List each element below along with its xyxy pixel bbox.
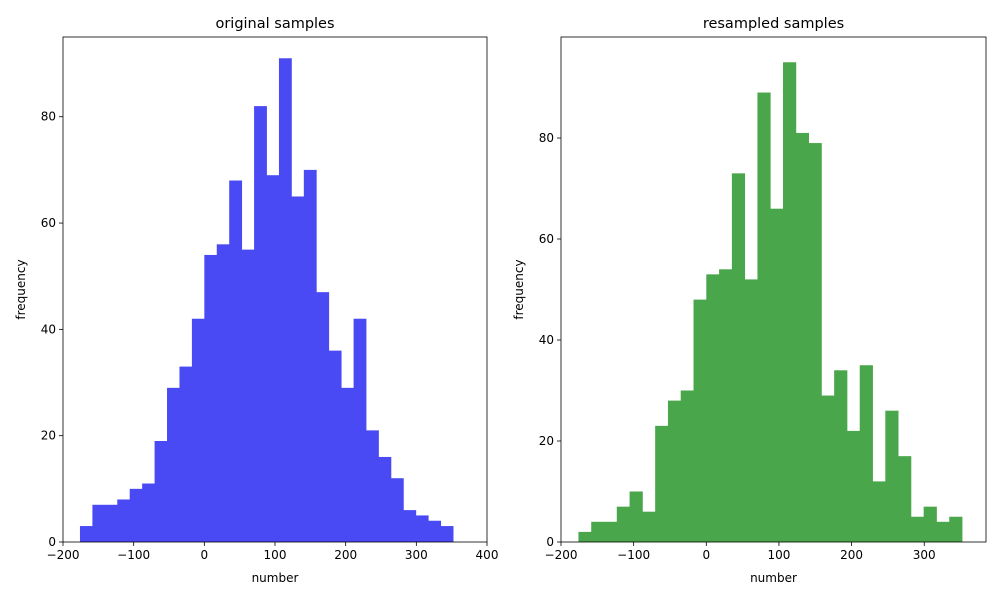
x-tick-label: 100 xyxy=(767,548,790,562)
x-tick-label: −200 xyxy=(545,548,578,562)
histogram-bar xyxy=(142,483,155,542)
histogram-bar xyxy=(680,390,694,542)
axes-frame xyxy=(560,36,987,543)
histogram-resampled: −200 −100 0 100 200 300 0 20 40 60 80 resampled sam… xyxy=(512,16,987,585)
histogram-bar xyxy=(719,269,733,542)
histogram-bar xyxy=(403,510,417,542)
chart-title: original samples xyxy=(215,16,334,32)
histogram-bar xyxy=(859,365,873,542)
histogram-bar xyxy=(366,430,379,542)
x-tick-label: 0 xyxy=(201,548,209,562)
histogram-bar xyxy=(428,520,442,542)
y-tick-label: 60 xyxy=(41,216,56,230)
histogram-bar xyxy=(104,504,118,542)
histogram-bar xyxy=(291,196,305,542)
histogram-bar xyxy=(341,387,354,542)
histogram-bar xyxy=(79,526,93,542)
histogram-bar xyxy=(154,441,168,542)
x-tick-label: −100 xyxy=(117,548,150,562)
histogram-bar xyxy=(254,106,267,543)
histogram-bar xyxy=(117,499,131,542)
histogram-bar xyxy=(316,292,330,542)
x-tick-label: 200 xyxy=(334,548,357,562)
histogram-bar xyxy=(440,526,454,542)
histogram-bar xyxy=(378,456,392,542)
histogram-bar xyxy=(910,516,925,542)
y-tick-label: 80 xyxy=(539,131,554,145)
histogram-bar xyxy=(278,58,292,543)
histogram-bar xyxy=(629,491,643,542)
y-tick-label: 20 xyxy=(41,429,56,443)
histogram-bar xyxy=(693,299,707,542)
x-axis-label: number xyxy=(252,571,299,585)
x-tick-label: −100 xyxy=(617,548,650,562)
x-tick-label: 0 xyxy=(702,548,710,562)
histogram-bar xyxy=(578,531,592,542)
histogram-bar xyxy=(179,366,193,542)
histogram-bar xyxy=(783,62,797,542)
y-tick-label: 40 xyxy=(41,322,56,336)
histogram-bar xyxy=(846,430,861,542)
histogram-bar xyxy=(936,521,950,542)
histogram-bar xyxy=(92,504,106,542)
histogram-bar xyxy=(757,92,771,543)
histogram-bar xyxy=(923,506,937,542)
y-tick-label: 0 xyxy=(48,535,56,549)
histogram-bar xyxy=(216,244,230,542)
histogram-bar xyxy=(616,506,630,542)
y-tick-label: 60 xyxy=(539,232,554,246)
x-tick-label: 100 xyxy=(264,548,287,562)
x-tick-label: 200 xyxy=(840,548,863,562)
y-tick-label: 0 xyxy=(546,535,554,549)
histogram-bar xyxy=(744,279,758,542)
histogram-bar xyxy=(303,169,317,543)
histogram-bar xyxy=(731,173,746,542)
histogram-bar xyxy=(795,132,809,542)
histogram-bar xyxy=(885,410,899,542)
histogram-original: −200 −100 0 100 200 300 400 0 20 40 60 80 original s… xyxy=(14,16,498,585)
chart-title: resampled samples xyxy=(703,16,844,32)
histogram-bar xyxy=(591,521,605,542)
x-tick-label: 300 xyxy=(913,548,936,562)
y-tick-label: 40 xyxy=(539,333,554,347)
histogram-bar xyxy=(706,274,720,542)
histogram-bar xyxy=(191,318,205,542)
x-tick-label: 300 xyxy=(405,548,428,562)
histogram-bar xyxy=(834,370,848,542)
histogram-bar xyxy=(604,521,618,542)
histogram-bar xyxy=(949,516,963,542)
histogram-bar xyxy=(129,488,143,542)
x-axis-label: number xyxy=(750,571,797,585)
x-tick-label: −200 xyxy=(47,548,80,562)
histogram-bar xyxy=(642,511,656,542)
histogram-bar xyxy=(390,478,404,542)
histogram-bar xyxy=(872,481,886,542)
y-axis-label: frequency xyxy=(14,259,28,319)
y-axis-label: frequency xyxy=(512,259,526,319)
y-tick-label: 20 xyxy=(539,434,554,448)
histogram-bar xyxy=(898,456,912,542)
histogram-bar xyxy=(655,425,669,542)
histogram-bar xyxy=(204,254,218,542)
histogram-bar xyxy=(266,175,280,543)
histogram-bar xyxy=(167,387,180,542)
y-tick-label: 80 xyxy=(41,110,56,124)
histogram-bar xyxy=(770,208,784,542)
histogram-bar xyxy=(328,350,342,542)
histogram-bar xyxy=(667,400,682,542)
histogram-bar xyxy=(415,515,429,542)
histogram-bar xyxy=(241,249,255,542)
histogram-bar xyxy=(353,318,367,542)
histogram-bar xyxy=(229,180,243,543)
x-tick-label: 400 xyxy=(476,548,499,562)
histogram-bar xyxy=(808,143,822,543)
histogram-bar xyxy=(821,395,835,542)
